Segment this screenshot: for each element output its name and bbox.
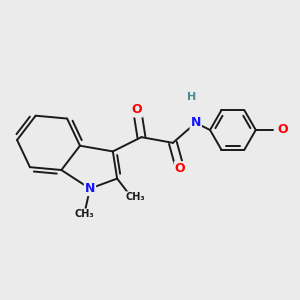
- Text: H: H: [187, 92, 196, 102]
- Text: O: O: [132, 103, 142, 116]
- Text: CH₃: CH₃: [74, 209, 94, 219]
- Text: O: O: [175, 162, 185, 175]
- Text: N: N: [85, 182, 95, 195]
- Text: O: O: [278, 124, 288, 136]
- Text: CH₃: CH₃: [126, 192, 146, 202]
- Text: N: N: [190, 116, 201, 129]
